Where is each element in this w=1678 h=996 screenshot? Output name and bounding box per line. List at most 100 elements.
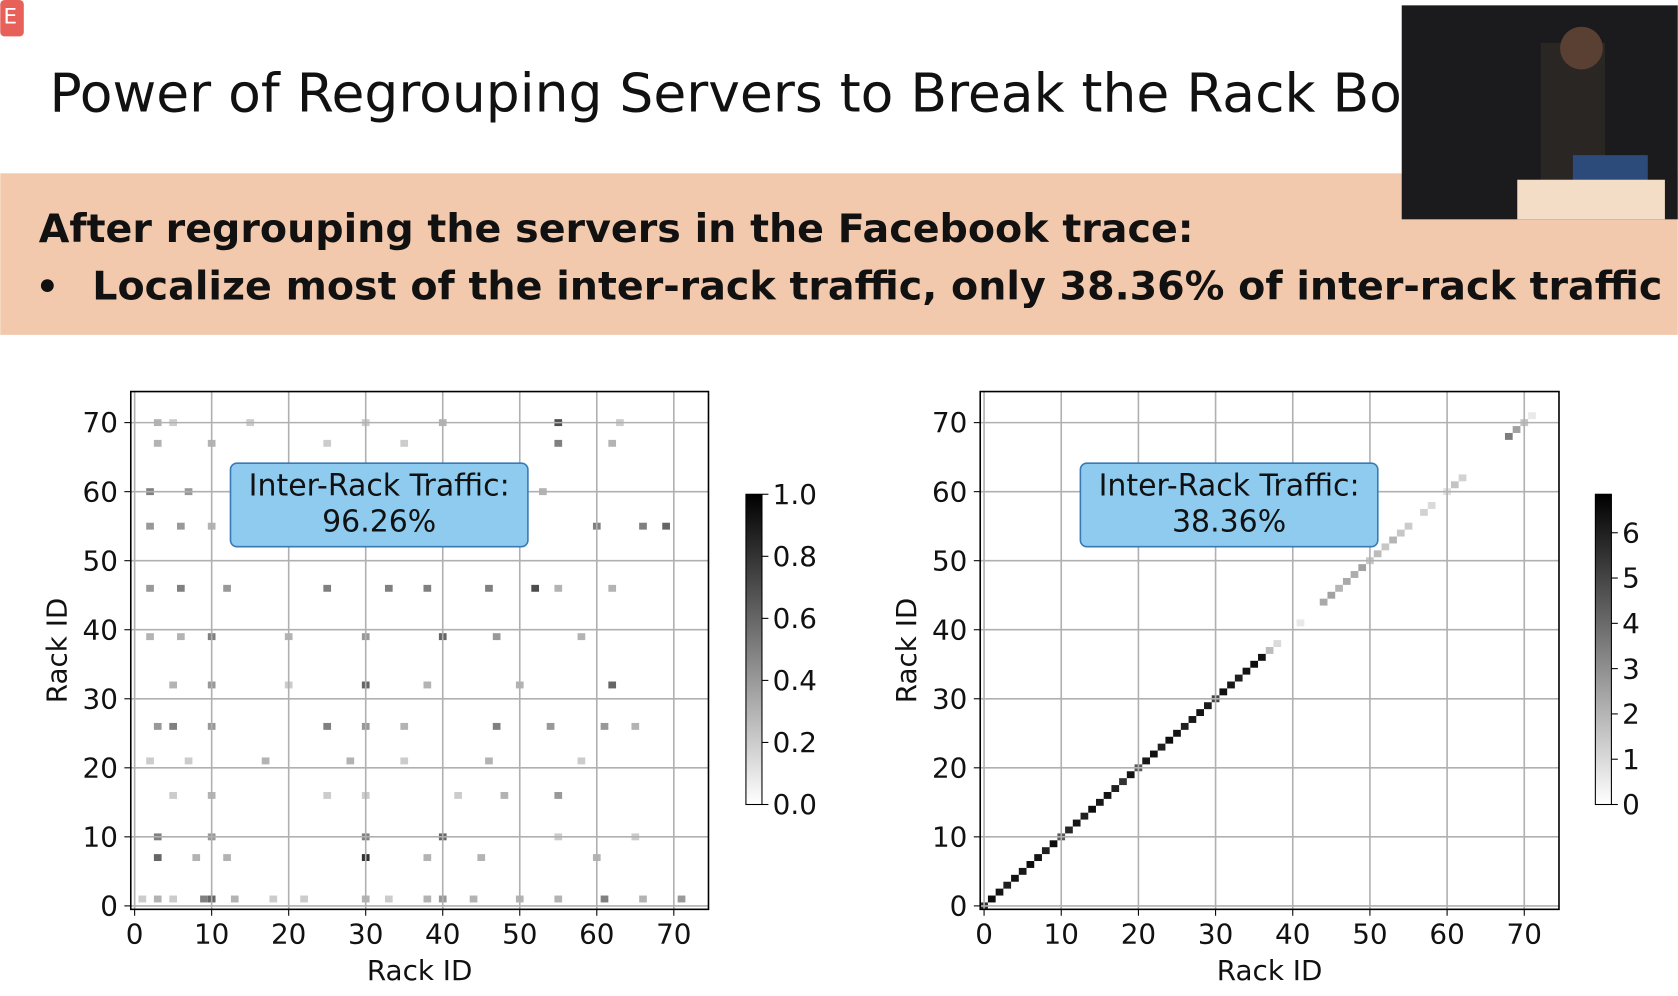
heatmap-cell — [1396, 529, 1405, 537]
y-tick-label: 30 — [932, 682, 967, 715]
heatmap-cell — [1072, 819, 1081, 827]
y-tick-label: 10 — [83, 820, 118, 853]
heatmap-cell — [146, 757, 154, 765]
x-axis-label: Rack ID — [1217, 954, 1323, 987]
heatmap-cell — [146, 633, 154, 641]
heatmap-cell — [554, 584, 563, 592]
heatmap-cell — [400, 757, 409, 765]
y-tick-label: 70 — [932, 406, 967, 439]
y-tick-label: 50 — [932, 544, 967, 577]
x-tick-label: 70 — [1507, 918, 1542, 951]
heatmap-cell — [1250, 660, 1259, 668]
heatmap-cell — [400, 722, 409, 730]
colorbar-tick-label: 2 — [1622, 698, 1640, 731]
heatmap-cell — [423, 854, 432, 862]
heatmap-cell — [223, 584, 231, 592]
x-tick-label: 40 — [1275, 918, 1310, 951]
heatmap-cell — [423, 584, 432, 592]
heatmap-cell — [1273, 640, 1282, 647]
x-tick-label: 70 — [656, 918, 691, 951]
y-tick-label: 30 — [83, 682, 118, 715]
y-tick-label: 40 — [932, 613, 967, 646]
heatmap-cell — [1173, 729, 1181, 737]
heatmap-cell — [492, 633, 501, 641]
heatmap-cell — [1227, 681, 1235, 689]
colorbar-tick-label: 6 — [1622, 516, 1640, 549]
heatmap-cell — [153, 895, 162, 903]
heatmap-cell — [1088, 805, 1096, 813]
y-tick-label: 0 — [950, 890, 968, 923]
banner — [0, 173, 1678, 335]
heatmap-cell — [146, 584, 154, 592]
heatmap-cell — [323, 791, 332, 799]
y-axis-label: Rack ID — [41, 598, 74, 704]
heatmap-cell — [477, 854, 486, 862]
x-tick-label: 60 — [579, 918, 614, 951]
heatmap-cell — [323, 439, 332, 447]
heatmap-cell — [269, 895, 278, 903]
heatmap-cell — [1258, 653, 1266, 661]
heatmap-cell — [987, 895, 996, 903]
colorbar-tick-label: 4 — [1622, 607, 1640, 640]
plot-frame — [129, 390, 710, 911]
heatmap-cell — [554, 439, 563, 447]
y-tick-label: 20 — [83, 751, 118, 784]
heatmap-cell — [1242, 667, 1251, 675]
colorbar-tick-label: 1 — [1622, 743, 1640, 776]
heatmap-cell — [1034, 854, 1042, 862]
x-tick-label: 30 — [348, 918, 383, 951]
heatmap-cell — [1149, 750, 1158, 758]
heatmap-cell — [1373, 550, 1382, 558]
heatmap-cell — [600, 722, 609, 730]
heatmap-cell — [1350, 571, 1359, 578]
x-tick-label: 50 — [1352, 918, 1387, 951]
heatmap-cell — [454, 791, 462, 799]
colorbar-tick-label: 0.0 — [773, 788, 817, 821]
heatmap-cell — [1528, 412, 1536, 420]
y-tick-label: 40 — [83, 613, 118, 646]
x-tick-label: 10 — [194, 918, 229, 951]
heatmap-cell — [176, 522, 185, 530]
banner-intro: After regrouping the servers in the Face… — [39, 206, 1194, 252]
corner-tab — [0, 0, 24, 37]
heatmap-cell — [384, 584, 393, 592]
heatmap-cell — [153, 854, 162, 862]
heatmap-cell — [1504, 432, 1513, 440]
heatmap-cell — [1026, 861, 1035, 868]
heatmap-cell — [1003, 881, 1012, 889]
y-tick-label: 60 — [83, 475, 118, 508]
x-tick-label: 30 — [1198, 918, 1233, 951]
heatmap-cell — [1234, 674, 1243, 682]
y-tick-label: 70 — [83, 406, 118, 439]
y-tick-label: 50 — [83, 544, 118, 577]
heatmap-cell — [492, 722, 501, 730]
heatmap-cell — [1219, 688, 1228, 696]
heatmap-cell — [323, 722, 332, 730]
heatmap-cell — [1335, 584, 1343, 592]
heatmap-cell — [423, 895, 432, 903]
heatmap-cell — [662, 522, 670, 530]
heatmap-cell — [1142, 757, 1150, 765]
heatmap-cell — [1427, 502, 1436, 509]
heatmap-cell — [153, 722, 162, 730]
heatmap-cell — [153, 439, 162, 447]
heatmap-cell — [995, 888, 1004, 896]
heatmap-cell — [546, 722, 555, 730]
y-axis-label: Rack ID — [890, 598, 923, 704]
heatmap-cell — [1196, 709, 1205, 717]
heatmap-cell — [577, 757, 586, 765]
heatmap-cell — [192, 854, 201, 862]
heatmap-cell — [169, 791, 177, 799]
x-tick-label: 20 — [1121, 918, 1156, 951]
y-tick-label: 60 — [932, 475, 967, 508]
heatmap-cell — [1327, 591, 1336, 599]
heatmap-cell — [1049, 840, 1058, 848]
chart: 0 10 20 30 40 50 60 70 0 10 20 30 40 50 60 70 Rack ID Rac… — [41, 390, 817, 987]
heatmap-cell — [1358, 564, 1367, 572]
heatmap-cell — [1119, 778, 1127, 786]
annotation-text: 96.26% — [322, 505, 436, 540]
x-tick-label: 60 — [1429, 918, 1464, 951]
heatmap-cell — [261, 757, 270, 765]
heatmap-cell — [1157, 743, 1166, 751]
